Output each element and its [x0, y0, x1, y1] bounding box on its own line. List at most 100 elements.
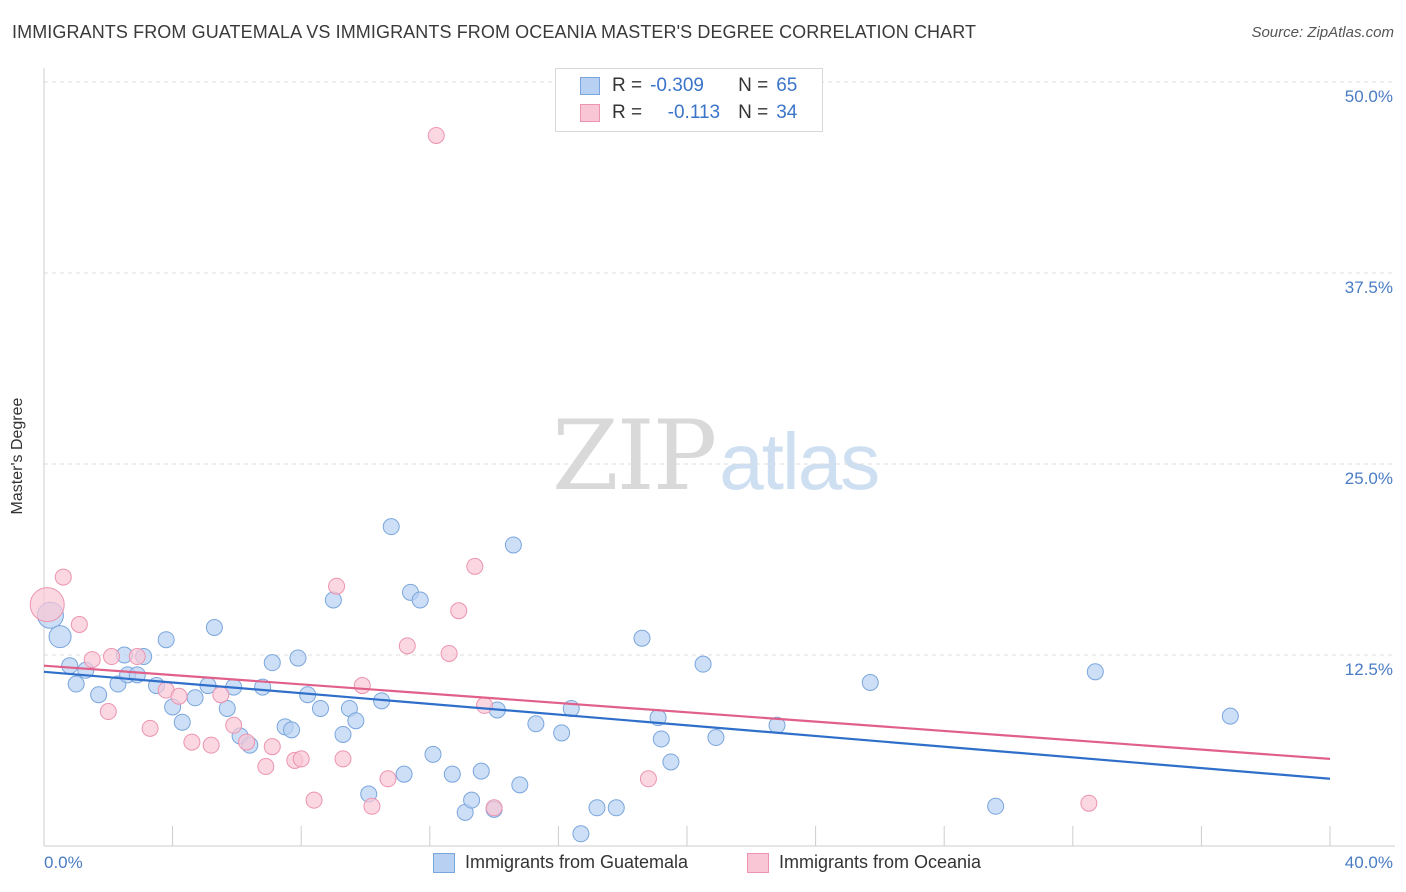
oceania-point [328, 577, 346, 595]
guatemala-point [707, 729, 725, 747]
oceania-point [485, 799, 503, 817]
y-tick-label-50: 50.0% [1344, 87, 1393, 106]
oceania-point [363, 797, 381, 815]
guatemala-points [36, 518, 1239, 843]
oceania-point [103, 648, 121, 666]
guatemala-legend-label: Immigrants from Guatemala [465, 852, 689, 872]
guatemala-point [48, 625, 72, 649]
oceania-point [202, 736, 220, 754]
oceania-point [475, 696, 493, 714]
oceania-point [141, 719, 159, 737]
oceania-point [450, 602, 468, 620]
oceania-point [83, 651, 101, 669]
guatemala-point [424, 745, 442, 763]
guatemala-point [186, 689, 204, 707]
guatemala-point [218, 699, 236, 717]
oceania-legend-swatch [747, 852, 769, 873]
guatemala-point [694, 655, 712, 673]
guatemala-point [511, 776, 529, 794]
oceania-point [427, 126, 445, 144]
guatemala-point [572, 825, 590, 843]
guatemala-point [61, 657, 79, 675]
oceania-point [70, 615, 88, 633]
guatemala-point [382, 518, 400, 536]
oceania-point [292, 750, 310, 768]
oceania-point [225, 716, 243, 734]
oceania-point [128, 648, 146, 666]
oceania-point [170, 687, 188, 705]
guatemala-point [504, 536, 522, 554]
guatemala-point [1086, 663, 1104, 681]
guatemala-point [607, 799, 625, 817]
oceania-n-value: 34 [776, 102, 798, 123]
guatemala-point [263, 654, 281, 672]
guatemala-r-value: -0.309 [650, 75, 704, 96]
x-tick-label-max: 40.0% [1344, 853, 1393, 872]
oceania-point [29, 587, 65, 623]
axes [43, 68, 1395, 847]
guatemala-point [443, 765, 461, 783]
guatemala-point [553, 724, 571, 742]
oceania-point [639, 770, 657, 788]
guatemala-point [289, 649, 307, 667]
guatemala-point [987, 797, 1005, 815]
guatemala-legend-swatch [433, 852, 455, 873]
oceania-point [379, 770, 397, 788]
oceania-point [353, 677, 371, 695]
oceania-point [466, 557, 484, 575]
guatemala-point [527, 715, 545, 733]
guatemala-point [173, 713, 191, 731]
oceania-point [99, 703, 117, 721]
legend-row-guatemala: R = -0.309 N = 65 [580, 74, 797, 98]
watermark-zip: ZIP [552, 400, 717, 512]
y-tick-label-12-5: 12.5% [1344, 660, 1393, 679]
guatemala-point [1221, 707, 1239, 725]
guatemala-point [463, 791, 481, 809]
guatemala-point [662, 753, 680, 771]
oceania-n-label: N = [738, 102, 769, 123]
guatemala-point [157, 631, 175, 649]
guatemala-point [90, 686, 108, 704]
guatemala-point [633, 629, 651, 647]
y-axis-label: Master's Degree [9, 397, 26, 515]
legend-item-guatemala: Immigrants from Guatemala [433, 852, 688, 873]
watermark: ZIPatlas [552, 400, 880, 512]
x-tick-marks [172, 826, 1331, 846]
oceania-r-value: -0.113 [667, 102, 721, 123]
source-label: Source: ZipAtlas.com [1251, 24, 1394, 41]
oceania-r-label: R = [612, 102, 643, 123]
guatemala-point [205, 618, 223, 636]
chart-title: IMMIGRANTS FROM GUATEMALA VS IMMIGRANTS … [12, 22, 977, 42]
legend-row-oceania: R = -0.113 N = 34 [580, 101, 797, 125]
oceania-points [29, 126, 1098, 817]
guatemala-point [311, 699, 329, 717]
oceania-trend-line [43, 664, 1331, 761]
guatemala-swatch [580, 77, 600, 95]
guatemala-point [347, 712, 365, 730]
correlation-legend: R = -0.309 N = 65 R = -0.113 N = 34 [555, 68, 823, 132]
guatemala-point [395, 765, 413, 783]
guatemala-n-label: N = [738, 75, 769, 96]
guatemala-point [283, 721, 301, 739]
guatemala-point [861, 674, 879, 692]
guatemala-r-label: R = [612, 75, 643, 96]
oceania-point [212, 686, 230, 704]
legend-item-oceania: Immigrants from Oceania [747, 852, 981, 873]
guatemala-point [334, 725, 352, 743]
x-tick-label-min: 0.0% [44, 853, 83, 872]
guatemala-point [652, 730, 670, 748]
gridlines [44, 81, 1395, 656]
oceania-point [334, 750, 352, 768]
oceania-point [54, 568, 72, 586]
y-tick-label-25: 25.0% [1344, 469, 1393, 488]
guatemala-point [411, 591, 429, 609]
guatemala-trend-line [43, 670, 1331, 780]
guatemala-point [588, 799, 606, 817]
oceania-point [238, 733, 256, 751]
guatemala-point [472, 762, 490, 780]
oceania-point [305, 791, 323, 809]
oceania-point [183, 733, 201, 751]
oceania-point [263, 738, 281, 756]
oceania-point [398, 637, 416, 655]
